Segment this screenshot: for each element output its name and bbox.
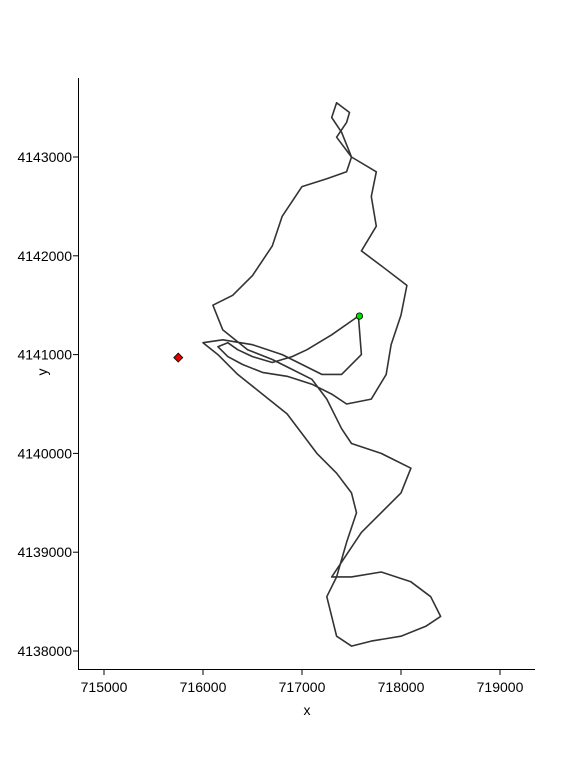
y-tick-label: 4143000 [17, 149, 72, 165]
y-axis-ticks: 4138000 4139000 4140000 4141000 4142000 41430… [17, 149, 78, 659]
position-markers [173, 312, 364, 363]
track-line [202, 101, 442, 647]
x-tick-label: 719000 [477, 679, 524, 695]
end-point-marker [173, 352, 184, 363]
x-tick-label: 718000 [378, 679, 425, 695]
y-axis-title: y [34, 369, 50, 376]
y-tick-label: 4139000 [17, 544, 72, 560]
start-point-marker [355, 312, 364, 320]
track-lines [202, 101, 442, 647]
x-tick-label: 716000 [180, 679, 227, 695]
y-tick-label: 4140000 [17, 445, 72, 461]
y-tick-label: 4142000 [17, 248, 72, 264]
x-axis-ticks: 715000 716000 717000 718000 719000 [81, 670, 524, 695]
x-axis-title: x [304, 702, 311, 718]
x-tick-label: 715000 [81, 679, 128, 695]
y-tick-label: 4138000 [17, 643, 72, 659]
y-tick-label: 4141000 [17, 347, 72, 363]
x-tick-label: 717000 [279, 679, 326, 695]
